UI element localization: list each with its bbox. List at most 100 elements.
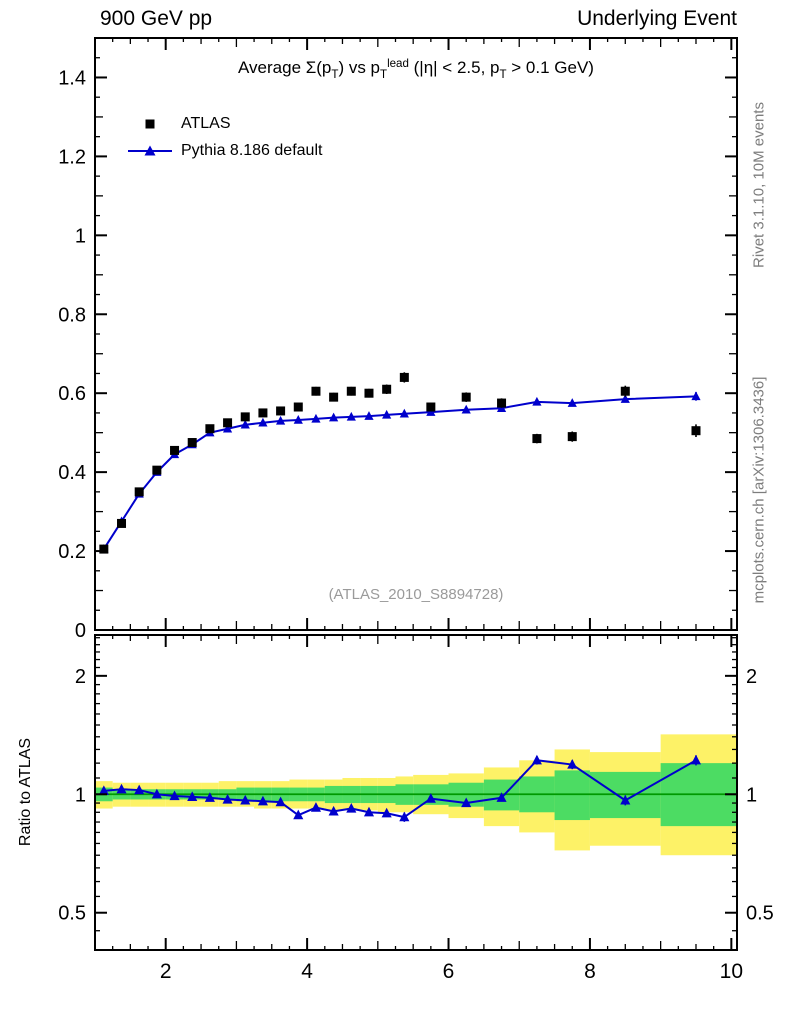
ratio-point [690, 754, 702, 765]
title-segment: lead [387, 58, 409, 71]
pythia-point [293, 415, 303, 424]
pythia-series [99, 391, 701, 553]
atlas-point [293, 402, 303, 412]
pythia-point [240, 419, 250, 429]
axis-tick-label: 0.4 [58, 462, 86, 484]
ratio-point [204, 792, 215, 802]
ratio-point [187, 791, 198, 801]
ratio-series [98, 754, 702, 822]
ratio-panel-frame [94, 634, 738, 951]
ratio-point [363, 806, 375, 817]
ratio-point [116, 783, 127, 794]
axis-tick-label: 0 [75, 620, 86, 642]
axis-tick-label: 2 [75, 666, 86, 688]
ratio-point [328, 805, 339, 816]
atlas-point [187, 438, 197, 448]
atlas-point [205, 424, 215, 434]
ratio-point [98, 785, 109, 796]
axis-tick-label: 0.5 [746, 903, 774, 925]
atlas-point [329, 392, 339, 402]
legend: ATLAS Pythia 8.186 default [126, 110, 322, 164]
pythia-point [461, 404, 471, 414]
atlas-point [364, 388, 374, 398]
ratio-point [275, 796, 286, 807]
atlas-point [258, 408, 268, 418]
axis-tick-label: 0.5 [58, 903, 86, 925]
ratio-point [425, 793, 436, 803]
atlas-point [567, 432, 577, 442]
pythia-line-triangle-marker-icon [126, 143, 174, 159]
ratio-point [620, 794, 631, 805]
atlas-point [382, 384, 392, 394]
axis-ticks [95, 38, 737, 950]
axis-tick-label: 0.8 [58, 304, 86, 326]
axis-tick-label: 6 [443, 960, 455, 983]
ratio-point [240, 794, 251, 805]
ratio-point [134, 784, 145, 795]
axis-tick-label: 1 [746, 784, 757, 806]
title-segment: (|η| < 2.5, p [408, 58, 500, 77]
ratio-point [257, 795, 268, 806]
beam-energy-label: 900 GeV pp [100, 7, 213, 30]
stat-uncertainty-band-bin [554, 770, 590, 821]
ratio-axis-label: Ratio to ATLAS [17, 737, 34, 847]
atlas-point [532, 434, 542, 444]
pythia-point [311, 413, 321, 423]
ratio-point [567, 759, 578, 769]
ratio-point [293, 809, 304, 820]
rivet-version-note: Rivet 3.1.10, 10M events [750, 102, 768, 268]
atlas-point [311, 386, 321, 396]
atlas-point [497, 398, 507, 408]
axis-tick-label: 10 [720, 960, 743, 983]
atlas-point [346, 386, 356, 396]
axis-tick-label: 1 [75, 225, 86, 247]
atlas-point [223, 418, 233, 428]
pythia-point [620, 394, 630, 403]
axis-tick-label: 0.2 [58, 541, 86, 563]
atlas-point [134, 487, 144, 497]
pythia-point [691, 391, 701, 401]
axis-tick-labels: 0 0.2 0.4 0.6 0.8 1 1.2 1.4 0.5 0.5 1 1 2 2 2 4 6 8 10 [58, 67, 774, 983]
atlas-point [620, 386, 630, 396]
pythia-point [258, 417, 268, 427]
atlas-square-marker-icon [126, 116, 174, 132]
atlas-point [426, 402, 436, 412]
pythia-point [567, 398, 577, 407]
axis-tick-label: 2 [160, 960, 172, 983]
ratio-point [346, 803, 357, 813]
atlas-point [399, 372, 409, 382]
ratio-point [399, 811, 410, 822]
atlas-point [117, 518, 127, 528]
axis-tick-label: 1.2 [58, 146, 86, 168]
ratio-point [531, 754, 542, 765]
atlas-point [152, 465, 162, 475]
legend-item-atlas: ATLAS [126, 110, 322, 137]
ratio-point [496, 792, 507, 802]
ratio-point [310, 802, 322, 812]
plot-title: Average Σ(pT) vs pTlead (|η| < 2.5, pT >… [95, 58, 737, 81]
title-segment: T [331, 68, 339, 81]
ratio-point [461, 797, 472, 808]
ratio-point [169, 790, 180, 801]
axis-tick-label: 2 [746, 666, 757, 688]
axis-tick-label: 1 [75, 784, 86, 806]
ratio-point [381, 807, 392, 818]
atlas-point [99, 544, 109, 554]
legend-label-pythia: Pythia 8.186 default [181, 141, 323, 159]
axis-tick-label: 0.6 [58, 383, 86, 405]
pythia-point [426, 407, 436, 416]
pythia-point [532, 396, 542, 406]
axis-tick-label: 4 [301, 960, 313, 983]
pythia-point [222, 423, 233, 433]
title-segment: Average [238, 58, 306, 77]
title-segment: > 0.1 GeV) [506, 58, 594, 77]
atlas-point [170, 445, 180, 455]
ratio-point [151, 788, 162, 799]
title-segment: ) vs p [338, 58, 380, 77]
pythia-point [382, 409, 392, 419]
mcplots-arxiv-note: mcplots.cern.ch [arXiv:1306.3436] [750, 376, 768, 604]
pythia-point [346, 411, 356, 421]
title-segment: T [380, 68, 388, 81]
